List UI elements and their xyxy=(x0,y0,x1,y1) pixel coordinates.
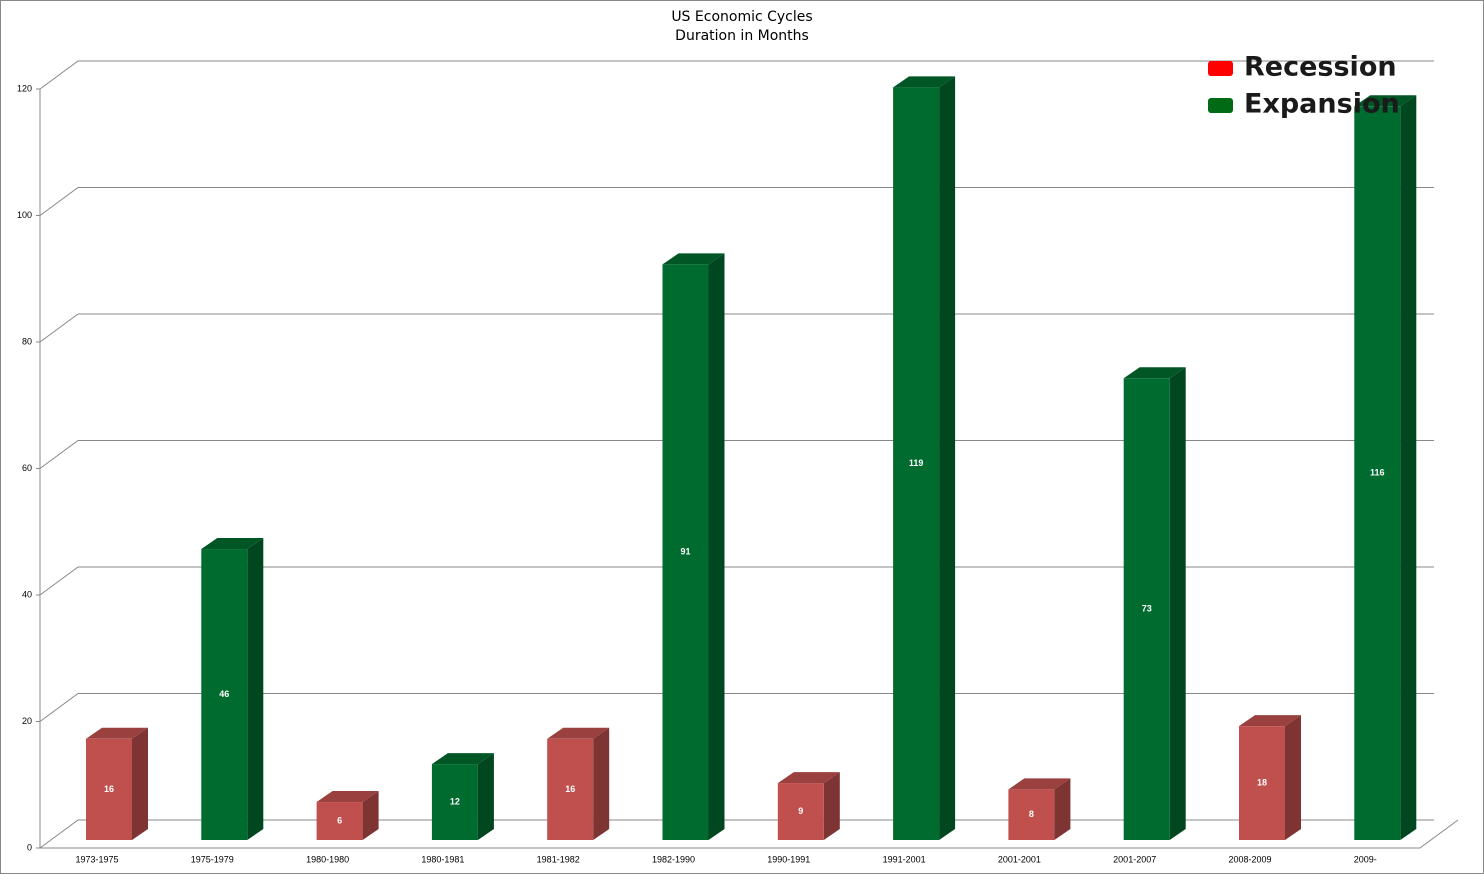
x-tick-label: 2001-2001 xyxy=(998,854,1041,864)
value-label: 16 xyxy=(104,784,114,794)
legend-label: Expansion xyxy=(1244,89,1400,120)
value-label: 91 xyxy=(680,547,690,557)
y-tick-label: 100 xyxy=(17,210,32,220)
bar-top xyxy=(1354,95,1417,107)
value-label: 73 xyxy=(1142,604,1152,614)
bar-side xyxy=(823,772,840,840)
bar xyxy=(86,738,132,840)
grid-line xyxy=(39,187,1434,216)
y-tick-label: 0 xyxy=(27,842,32,852)
bar-side xyxy=(1054,778,1071,840)
x-tick-label: 1975-1979 xyxy=(191,854,234,864)
bar-side xyxy=(708,253,725,841)
x-tick-label: 1980-1981 xyxy=(421,854,464,864)
x-tick-label: 1980-1980 xyxy=(306,854,349,864)
bar-side xyxy=(477,753,494,840)
bar-top xyxy=(1123,367,1186,379)
bar-top xyxy=(1008,778,1071,790)
x-tick-label: 2008-2009 xyxy=(1228,854,1271,864)
grid-line xyxy=(39,819,1434,849)
grid-line xyxy=(39,313,1434,343)
y-tick-label: 80 xyxy=(22,336,32,346)
bar-top xyxy=(662,253,725,265)
bar-top xyxy=(431,753,494,765)
x-tick-label: 2009- xyxy=(1354,854,1377,864)
bar xyxy=(893,87,940,840)
value-label: 46 xyxy=(219,689,229,699)
chart-subtitle: Duration in Months xyxy=(675,28,809,44)
bar-top xyxy=(316,791,379,803)
bar-side xyxy=(1169,367,1186,840)
bar-side xyxy=(1285,715,1301,840)
legend-label: Recession xyxy=(1244,52,1397,83)
bar xyxy=(662,264,709,840)
x-tick-label: 1991-2001 xyxy=(883,854,926,864)
chart-title: US Economic Cycles xyxy=(671,9,812,25)
bar-top xyxy=(547,727,610,739)
bar xyxy=(316,802,363,840)
y-tick-label: 40 xyxy=(22,589,32,599)
x-tick-label: 2001-2007 xyxy=(1113,854,1156,864)
bar-top xyxy=(1239,715,1301,727)
value-label: 6 xyxy=(337,815,342,825)
bar xyxy=(1008,789,1055,840)
bar-side xyxy=(247,538,264,840)
bar xyxy=(431,764,478,840)
floor xyxy=(40,819,1459,849)
bar xyxy=(1239,726,1285,840)
legend-swatch xyxy=(1208,61,1233,76)
value-label: 8 xyxy=(1029,809,1034,819)
y-tick-label: 120 xyxy=(17,83,32,93)
bar-side xyxy=(362,791,379,840)
bar-side xyxy=(1400,95,1417,841)
bar-top xyxy=(201,538,264,550)
x-tick-label: 1973-1975 xyxy=(75,854,118,864)
bar xyxy=(777,783,824,840)
legend-swatch xyxy=(1208,98,1233,113)
bar-side xyxy=(939,76,956,840)
grid-line xyxy=(39,566,1434,596)
bar xyxy=(547,738,594,840)
bar-side xyxy=(132,727,148,840)
bar xyxy=(1123,378,1170,840)
bar-top xyxy=(86,727,148,739)
x-tick-label: 1981-1982 xyxy=(537,854,580,864)
bar-top xyxy=(777,772,840,784)
x-tick-label: 1990-1991 xyxy=(767,854,810,864)
grid-line xyxy=(39,693,1434,722)
bar-side xyxy=(593,727,610,840)
y-tick-label: 60 xyxy=(22,463,32,473)
value-label: 119 xyxy=(909,458,924,468)
grid-line xyxy=(39,60,1434,90)
grid-line xyxy=(39,440,1434,469)
y-tick-label: 20 xyxy=(22,716,32,726)
value-label: 16 xyxy=(565,784,575,794)
value-label: 116 xyxy=(1370,468,1385,478)
value-label: 12 xyxy=(450,796,460,806)
bar xyxy=(1354,106,1401,841)
bar xyxy=(201,549,248,840)
value-label: 9 xyxy=(798,806,803,816)
x-tick-label: 1982-1990 xyxy=(652,854,695,864)
bar-top xyxy=(893,76,956,88)
value-label: 18 xyxy=(1257,777,1267,787)
